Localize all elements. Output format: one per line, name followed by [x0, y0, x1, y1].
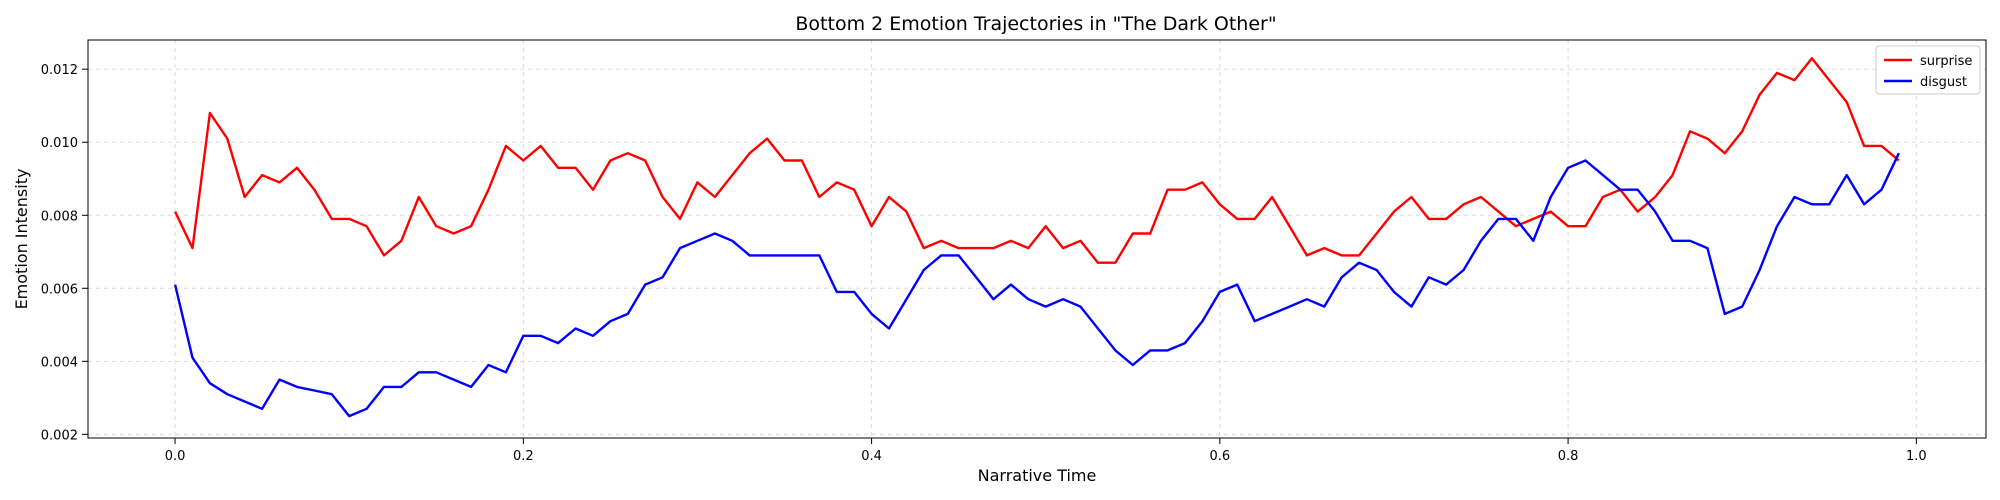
- x-tick-label: 0.2: [513, 449, 534, 464]
- series-line-disgust: [173, 152, 1900, 418]
- legend-label-disgust: disgust: [1920, 75, 1967, 90]
- x-axis-label: Narrative Time: [978, 466, 1097, 485]
- x-tick-label: 0.6: [1209, 449, 1230, 464]
- y-axis: 0.002 0.004 0.006 0.008 0.010 0.012: [41, 63, 88, 443]
- y-tick-label: 0.012: [41, 63, 78, 78]
- grid: [88, 40, 1986, 438]
- chart-title: Bottom 2 Emotion Trajectories in "The Da…: [795, 13, 1276, 35]
- x-tick-label: 0.0: [165, 449, 186, 464]
- y-tick-label: 0.006: [41, 282, 78, 297]
- y-tick-label: 0.002: [41, 428, 78, 443]
- x-axis: 0.0 0.2 0.4 0.6 0.8 1.0: [165, 438, 1927, 464]
- y-tick-label: 0.010: [41, 136, 78, 151]
- x-tick-label: 1.0: [1906, 449, 1927, 464]
- y-tick-label: 0.004: [41, 355, 78, 370]
- plot-area: [173, 57, 1900, 418]
- y-axis-label: Emotion Intensity: [12, 169, 31, 310]
- plot-frame: [87, 39, 1987, 439]
- x-tick-label: 0.8: [1558, 449, 1579, 464]
- legend: surprise disgust: [1875, 45, 1981, 95]
- series-line-surprise: [174, 57, 1900, 264]
- y-tick-label: 0.008: [41, 209, 78, 224]
- x-tick-label: 0.4: [861, 449, 882, 464]
- legend-label-surprise: surprise: [1920, 54, 1972, 69]
